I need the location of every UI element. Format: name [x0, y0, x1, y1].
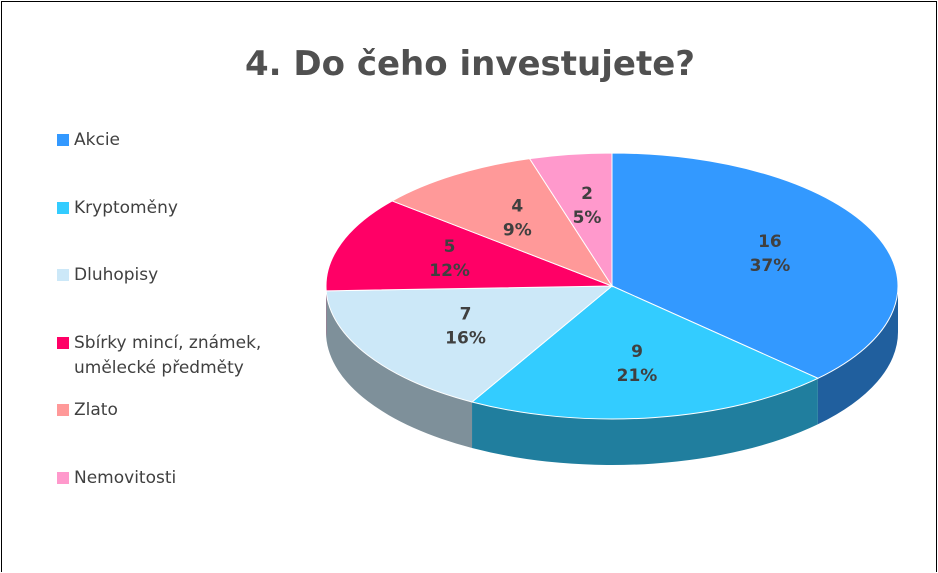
legend-swatch — [57, 404, 69, 416]
legend-label: Dluhopisy — [74, 265, 159, 285]
data-label-value: 9 — [631, 342, 643, 362]
legend-item: Nemovitosti — [57, 466, 307, 491]
legend-label: Sbírky mincí, známek, umělecké předměty — [74, 332, 262, 378]
legend-label: Kryptoměny — [74, 197, 178, 218]
data-label-percent: 9% — [503, 220, 532, 240]
slice — [528, 152, 613, 288]
legend-swatch — [57, 134, 69, 146]
legend-item: Kryptoměny — [57, 196, 307, 221]
data-label-percent: 37% — [750, 256, 791, 276]
legend-item: Akcie — [57, 128, 307, 153]
data-label-percent: 16% — [445, 329, 486, 349]
sides — [326, 286, 898, 465]
data-label-value: 16 — [758, 232, 782, 252]
legend-item: Zlato — [57, 398, 307, 423]
chart-title: 4. Do čeho investujete? — [245, 44, 695, 84]
data-label-value: 4 — [511, 196, 523, 216]
legend-item: Sbírky mincí, známek, umělecké předměty — [57, 331, 307, 381]
slice-side — [472, 378, 818, 465]
slice — [611, 152, 899, 379]
slice-side — [326, 290, 473, 448]
legend-label: Akcie — [74, 130, 121, 150]
data-label-percent: 12% — [429, 261, 470, 281]
data-label-value: 7 — [460, 305, 472, 325]
legend-label: Nemovitosti — [74, 467, 177, 488]
slice — [390, 158, 614, 288]
legend-label: Zlato — [74, 400, 118, 420]
data-label-percent: 21% — [617, 366, 658, 386]
data-label-percent: 5% — [573, 208, 602, 228]
legend-swatch — [57, 201, 69, 214]
slice — [470, 285, 820, 420]
slice-side — [817, 286, 898, 425]
legend-swatch — [57, 471, 69, 484]
legend-item: Dluhopisy — [57, 263, 307, 288]
slice — [325, 200, 613, 292]
data-label-value: 5 — [444, 237, 456, 257]
legend-swatch — [57, 269, 69, 281]
data-label-value: 2 — [581, 184, 593, 204]
slice — [325, 285, 614, 403]
legend-swatch — [57, 336, 69, 349]
